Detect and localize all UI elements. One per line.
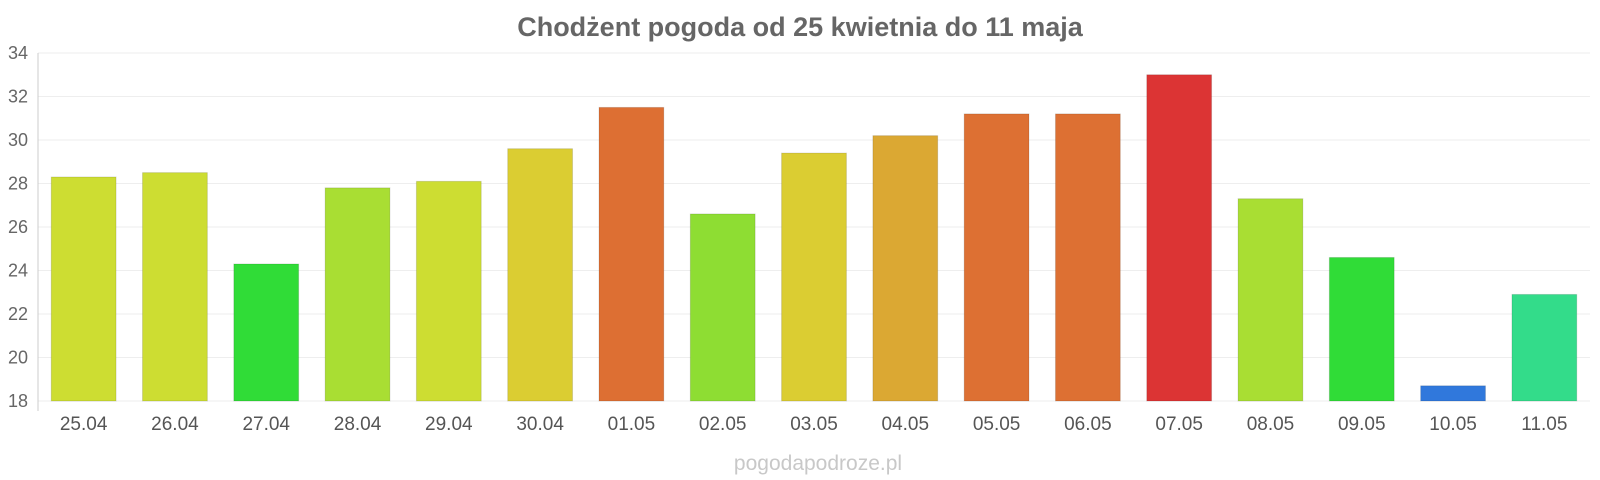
x-tick-label: 01.05: [608, 414, 656, 435]
x-tick-label: 30.04: [516, 414, 564, 435]
y-tick-label: 34: [8, 43, 28, 63]
y-tick-label: 32: [8, 87, 28, 107]
y-tick-label: 28: [8, 174, 28, 194]
bar-10.05[interactable]: [1420, 385, 1486, 402]
chart-title: Chodżent pogoda od 25 kwietnia do 11 maj…: [517, 12, 1084, 42]
bar-29.04[interactable]: [415, 180, 482, 402]
x-axis-ticks: 25.04 26.04 27.04 28.04 29.04 30.04 01.05 02.05…: [60, 414, 1568, 435]
x-tick-label: 28.04: [334, 414, 382, 435]
y-axis-ticks: 18 20 22 24 26 28 30 32 34: [8, 43, 28, 411]
x-tick-label: 10.05: [1429, 414, 1477, 435]
bar-06.05[interactable]: [1054, 113, 1121, 402]
x-tick-label: 29.04: [425, 414, 473, 435]
bar-04.05[interactable]: [872, 135, 939, 402]
source-watermark[interactable]: pogodapodroze.pl: [734, 452, 902, 475]
bar-27.04[interactable]: [233, 263, 300, 402]
x-tick-label: 04.05: [882, 414, 930, 435]
x-tick-label: 11.05: [1521, 414, 1567, 435]
x-tick-label: 26.04: [151, 414, 199, 435]
y-tick-label: 22: [8, 304, 28, 324]
x-tick-label: 02.05: [699, 414, 747, 435]
bar-28.04[interactable]: [324, 187, 391, 402]
x-tick-label: 05.05: [973, 414, 1021, 435]
bar-08.05[interactable]: [1237, 198, 1304, 402]
y-tick-label: 24: [8, 261, 28, 281]
x-tick-label: 27.04: [242, 414, 290, 435]
x-tick-label: 08.05: [1247, 414, 1295, 435]
x-tick-label: 03.05: [790, 414, 838, 435]
bars-layer: [50, 74, 1578, 402]
y-tick-label: 26: [8, 217, 28, 237]
x-tick-label: 25.04: [60, 414, 108, 435]
bar-11.05[interactable]: [1511, 293, 1578, 402]
y-tick-label: 18: [8, 391, 28, 411]
x-tick-label: 09.05: [1338, 414, 1386, 435]
bar-02.05[interactable]: [689, 213, 756, 402]
bar-09.05[interactable]: [1328, 256, 1395, 402]
bar-26.04[interactable]: [142, 172, 208, 402]
y-tick-label: 20: [8, 348, 28, 368]
bar-30.04[interactable]: [507, 148, 574, 402]
bar-01.05[interactable]: [598, 106, 665, 402]
bar-05.05[interactable]: [963, 113, 1030, 402]
x-tick-label: 06.05: [1064, 414, 1112, 435]
bar-07.05[interactable]: [1146, 74, 1213, 402]
bar-03.05[interactable]: [781, 152, 847, 402]
bar-25.04[interactable]: [50, 176, 117, 402]
y-tick-label: 30: [8, 130, 28, 150]
x-tick-label: 07.05: [1155, 414, 1203, 435]
